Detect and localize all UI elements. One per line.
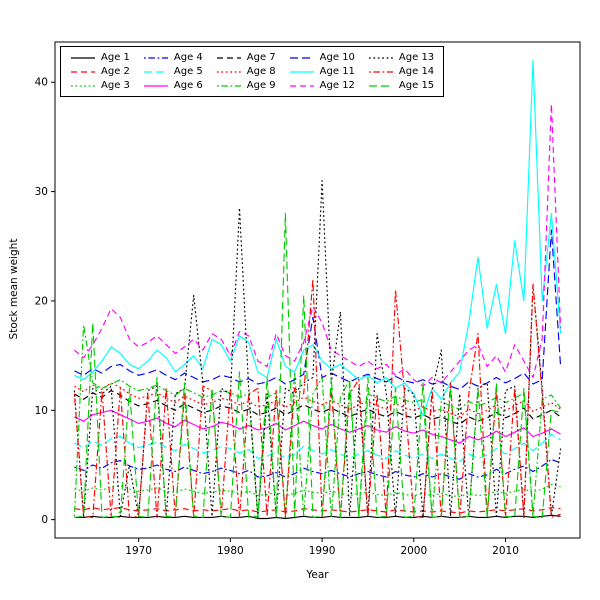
legend-item-label: Age 9 xyxy=(246,80,276,91)
x-tick-label: 1980 xyxy=(217,545,244,557)
legend-line-sample xyxy=(143,70,168,73)
x-tick-label: 1990 xyxy=(309,545,336,557)
legend-item: Age 14 xyxy=(368,66,434,77)
legend-item-label: Age 10 xyxy=(319,52,355,63)
series-line-age-13 xyxy=(73,180,562,518)
legend-line-sample xyxy=(368,84,393,87)
series-line-age-4 xyxy=(74,458,561,480)
legend-item-label: Age 11 xyxy=(319,66,355,77)
x-tick-label: 2000 xyxy=(400,545,427,557)
legend-item-label: Age 2 xyxy=(101,66,130,77)
legend-item: Age 3 xyxy=(70,80,130,91)
x-axis-label: Year xyxy=(306,569,329,581)
legend-item: Age 15 xyxy=(368,80,434,91)
legend-line-sample xyxy=(289,70,314,73)
y-tick-label: 40 xyxy=(35,77,48,89)
legend-item-label: Age 6 xyxy=(173,80,203,91)
series-line-age-6 xyxy=(74,409,561,444)
legend-line-sample xyxy=(368,56,393,59)
legend-line-sample xyxy=(143,56,168,59)
legend-line-sample xyxy=(71,70,95,73)
legend-item-label: Age 3 xyxy=(101,80,130,91)
legend-item-label: Age 14 xyxy=(398,66,435,77)
legend-line-sample xyxy=(216,70,241,73)
series-line-age-3 xyxy=(74,484,561,498)
legend-line-sample xyxy=(71,56,95,59)
y-tick-label: 10 xyxy=(35,405,48,417)
legend-item-label: Age 1 xyxy=(101,52,130,63)
legend-item-label: Age 15 xyxy=(398,80,435,91)
legend-line-sample xyxy=(289,56,314,59)
series-line-age-2 xyxy=(74,507,561,514)
series-line-age-5 xyxy=(74,433,561,463)
legend-item-label: Age 13 xyxy=(398,52,435,63)
x-tick-label: 1970 xyxy=(125,545,152,557)
legend-line-sample xyxy=(368,70,393,73)
legend-line-sample xyxy=(71,84,95,87)
legend-line-sample xyxy=(289,84,314,87)
legend-item: Age 5 xyxy=(143,66,203,77)
legend: Age 1 Age 2 Age 3 Age 4 Age 5 Age 6 Age 7 Age 8… xyxy=(60,46,445,97)
y-tick-label: 20 xyxy=(35,295,48,307)
legend-item: Age 1 xyxy=(70,52,130,63)
legend-item: Age 11 xyxy=(289,66,355,77)
legend-item-label: Age 12 xyxy=(319,80,355,91)
legend-item: Age 12 xyxy=(289,80,355,91)
plot-border xyxy=(54,41,581,539)
legend-item: Age 2 xyxy=(70,66,130,77)
series-line-age-11 xyxy=(74,59,562,417)
series-line-age-12 xyxy=(74,103,562,387)
y-tick-label: 30 xyxy=(35,186,48,198)
legend-item: Age 4 xyxy=(143,52,203,63)
series-line-age-15 xyxy=(74,212,561,518)
legend-line-sample xyxy=(216,84,241,87)
legend-line-sample xyxy=(143,84,168,87)
legend-item-label: Age 7 xyxy=(246,52,276,63)
series-line-age-10 xyxy=(74,229,562,391)
y-tick-label: 0 xyxy=(41,514,48,526)
legend-item: Age 8 xyxy=(216,66,276,77)
legend-item-label: Age 4 xyxy=(173,52,203,63)
y-axis-label: Stock mean weight xyxy=(8,238,20,340)
legend-item-label: Age 5 xyxy=(173,66,203,77)
legend-item: Age 6 xyxy=(143,80,203,91)
legend-line-sample xyxy=(216,56,241,59)
legend-item-label: Age 8 xyxy=(246,66,276,77)
legend-item: Age 7 xyxy=(216,52,276,63)
legend-item: Age 13 xyxy=(368,52,434,63)
series-line-age-14 xyxy=(73,278,561,518)
legend-item: Age 9 xyxy=(216,80,276,91)
x-tick-label: 2010 xyxy=(492,545,519,557)
legend-item: Age 10 xyxy=(289,52,355,63)
